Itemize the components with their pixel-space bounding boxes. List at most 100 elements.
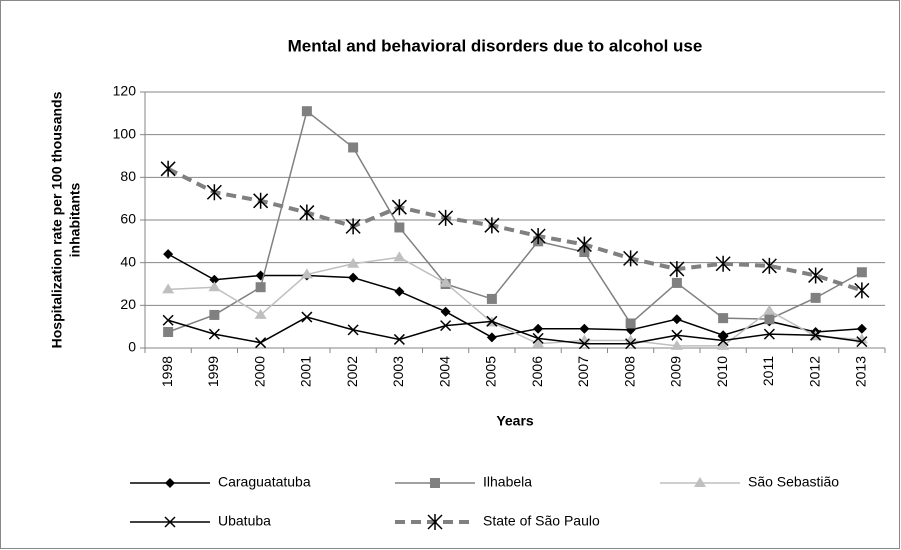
marker: [625, 338, 637, 350]
series-line: [167, 167, 863, 293]
series: [160, 160, 870, 299]
marker: [163, 327, 174, 337]
x-tick-label: 2011: [760, 356, 776, 386]
marker: [810, 292, 821, 303]
marker: [162, 283, 175, 294]
marker: [486, 332, 497, 343]
marker: [208, 281, 221, 292]
marker: [669, 261, 685, 278]
marker: [427, 514, 443, 530]
marker: [394, 286, 405, 297]
marker: [623, 250, 639, 267]
marker: [300, 268, 313, 279]
marker: [763, 304, 776, 315]
marker: [163, 249, 174, 260]
y-tick-label: 80: [120, 168, 136, 184]
marker: [671, 329, 683, 341]
marker: [717, 335, 729, 347]
marker: [348, 272, 359, 283]
legend-item: State of São Paulo: [395, 513, 600, 530]
x-tick-label: 2013: [853, 356, 869, 387]
y-tick-label: 40: [120, 253, 136, 269]
legend-label: Ilhabela: [483, 474, 532, 490]
x-tick-label: 2009: [668, 356, 684, 387]
y-tick-label: 60: [120, 211, 136, 227]
legend-item: São Sebastião: [660, 474, 839, 490]
x-tick-label: 1998: [159, 356, 175, 387]
y-axis-title-line: Hospitalization rate per 100 thousands: [49, 91, 65, 348]
marker: [345, 218, 361, 235]
marker: [486, 315, 498, 327]
legend-label: State of São Paulo: [483, 513, 600, 529]
x-tick-label: 2012: [806, 356, 822, 387]
marker: [671, 277, 682, 288]
x-tick-label: 2007: [575, 356, 591, 387]
y-tick-label: 120: [113, 83, 137, 99]
legend-item: Caraguatatuba: [130, 474, 311, 490]
y-tick-label: 20: [120, 296, 136, 312]
marker: [717, 339, 730, 350]
x-tick-label: 2004: [436, 356, 452, 387]
x-tick-label: 2010: [714, 356, 730, 387]
y-axis-title-line: inhabitants: [67, 182, 83, 257]
x-tick-label: 2008: [621, 356, 637, 387]
marker: [439, 276, 452, 287]
marker: [209, 274, 220, 285]
marker: [532, 337, 545, 348]
marker: [578, 334, 591, 345]
marker: [393, 251, 406, 262]
marker: [301, 106, 312, 117]
marker: [763, 328, 775, 340]
marker: [255, 337, 267, 349]
marker: [576, 236, 592, 253]
x-tick-label: 2000: [251, 356, 267, 387]
x-axis-title: Years: [496, 413, 534, 429]
marker: [715, 255, 731, 272]
marker: [255, 282, 266, 293]
marker: [530, 228, 546, 244]
marker: [301, 311, 313, 323]
marker: [578, 338, 590, 350]
marker: [670, 339, 683, 350]
marker: [438, 209, 454, 226]
marker: [486, 293, 497, 304]
marker: [347, 324, 359, 336]
marker: [348, 142, 359, 153]
y-axis-title: Hospitalization rate per 100 thousands i…: [49, 91, 83, 348]
legend-label: Ubatuba: [218, 513, 271, 529]
x-tick-label: 2005: [483, 356, 499, 387]
chart-title: Mental and behavioral disorders due to a…: [288, 36, 703, 55]
legend-label: São Sebastião: [748, 474, 839, 490]
marker: [484, 217, 500, 234]
marker: [208, 328, 220, 340]
marker: [533, 323, 544, 334]
x-tick-label: 2001: [298, 356, 314, 387]
marker: [761, 257, 777, 274]
marker: [694, 477, 706, 487]
series-line: [167, 316, 862, 345]
marker: [856, 336, 868, 348]
marker: [579, 323, 590, 334]
marker: [253, 192, 269, 209]
marker: [440, 306, 451, 317]
legend-item: Ubatuba: [130, 513, 271, 529]
marker: [391, 199, 407, 216]
marker: [440, 320, 452, 332]
series: [162, 311, 868, 350]
x-tick-label: 2003: [390, 356, 406, 387]
marker: [671, 314, 682, 325]
marker: [856, 267, 867, 278]
marker: [430, 478, 440, 488]
marker: [209, 309, 220, 320]
marker: [347, 257, 360, 268]
legend-item: Ilhabela: [395, 474, 532, 490]
marker: [624, 334, 637, 345]
x-tick-label: 1999: [205, 356, 221, 387]
marker: [532, 332, 544, 344]
marker: [625, 318, 636, 329]
series-line: [168, 256, 862, 347]
series-line: [167, 109, 863, 333]
marker: [764, 314, 775, 325]
